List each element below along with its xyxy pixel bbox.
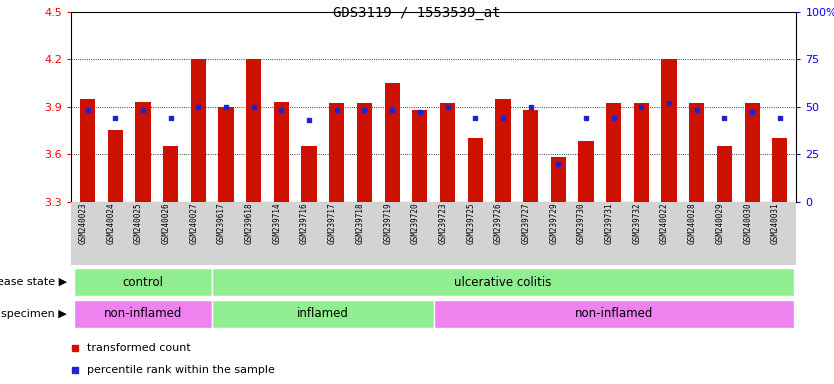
Bar: [212, 300, 434, 328]
Text: GSM239717: GSM239717: [328, 203, 337, 245]
Bar: [163, 146, 178, 202]
Text: GSM240028: GSM240028: [688, 203, 696, 245]
Text: GSM239617: GSM239617: [217, 203, 226, 245]
Text: non-inflamed: non-inflamed: [575, 308, 653, 320]
Text: GDS3119 / 1553539_at: GDS3119 / 1553539_at: [334, 6, 500, 20]
Bar: [246, 59, 261, 202]
Bar: [440, 103, 455, 202]
Text: GSM239716: GSM239716: [300, 203, 309, 245]
Text: GSM240024: GSM240024: [106, 203, 115, 245]
Text: GSM240023: GSM240023: [78, 203, 88, 245]
Text: GSM240027: GSM240027: [189, 203, 198, 245]
Bar: [661, 59, 676, 202]
Bar: [717, 146, 732, 202]
Text: GSM240022: GSM240022: [660, 203, 669, 245]
Bar: [135, 102, 150, 202]
Bar: [772, 138, 787, 202]
Text: GSM239720: GSM239720: [411, 203, 420, 245]
Bar: [274, 102, 289, 202]
Bar: [606, 103, 621, 202]
Text: GSM239725: GSM239725: [466, 203, 475, 245]
Text: GSM240029: GSM240029: [716, 203, 725, 245]
Bar: [412, 110, 428, 202]
Bar: [634, 103, 649, 202]
Text: GSM239726: GSM239726: [494, 203, 503, 245]
Text: GSM239714: GSM239714: [273, 203, 281, 245]
Bar: [191, 59, 206, 202]
Bar: [108, 130, 123, 202]
Text: GSM239718: GSM239718: [355, 203, 364, 245]
Text: ulcerative colitis: ulcerative colitis: [455, 276, 551, 288]
Text: GSM239719: GSM239719: [383, 203, 392, 245]
Text: GSM239723: GSM239723: [439, 203, 448, 245]
Text: GSM240031: GSM240031: [771, 203, 780, 245]
Text: GSM239730: GSM239730: [577, 203, 586, 245]
Bar: [579, 141, 594, 202]
Text: GSM240030: GSM240030: [743, 203, 752, 245]
Bar: [301, 146, 317, 202]
Text: control: control: [123, 276, 163, 288]
Bar: [523, 110, 538, 202]
Bar: [468, 138, 483, 202]
Bar: [495, 99, 510, 202]
Text: inflamed: inflamed: [297, 308, 349, 320]
Text: percentile rank within the sample: percentile rank within the sample: [88, 364, 275, 375]
Bar: [80, 99, 95, 202]
Bar: [73, 268, 212, 296]
Bar: [219, 106, 234, 202]
Bar: [212, 268, 794, 296]
Bar: [550, 157, 566, 202]
Text: GSM239727: GSM239727: [521, 203, 530, 245]
Text: non-inflamed: non-inflamed: [103, 308, 182, 320]
Text: disease state ▶: disease state ▶: [0, 277, 67, 287]
Text: specimen ▶: specimen ▶: [1, 309, 67, 319]
Bar: [73, 300, 212, 328]
Text: GSM239732: GSM239732: [632, 203, 641, 245]
Bar: [384, 83, 399, 202]
Text: GSM239618: GSM239618: [244, 203, 254, 245]
Bar: [745, 103, 760, 202]
Bar: [689, 103, 705, 202]
Bar: [434, 300, 794, 328]
Text: GSM239731: GSM239731: [605, 203, 614, 245]
Text: GSM239729: GSM239729: [550, 203, 558, 245]
Bar: [329, 103, 344, 202]
Text: GSM240025: GSM240025: [134, 203, 143, 245]
Text: GSM240026: GSM240026: [162, 203, 171, 245]
Bar: [357, 103, 372, 202]
Text: transformed count: transformed count: [88, 343, 191, 354]
